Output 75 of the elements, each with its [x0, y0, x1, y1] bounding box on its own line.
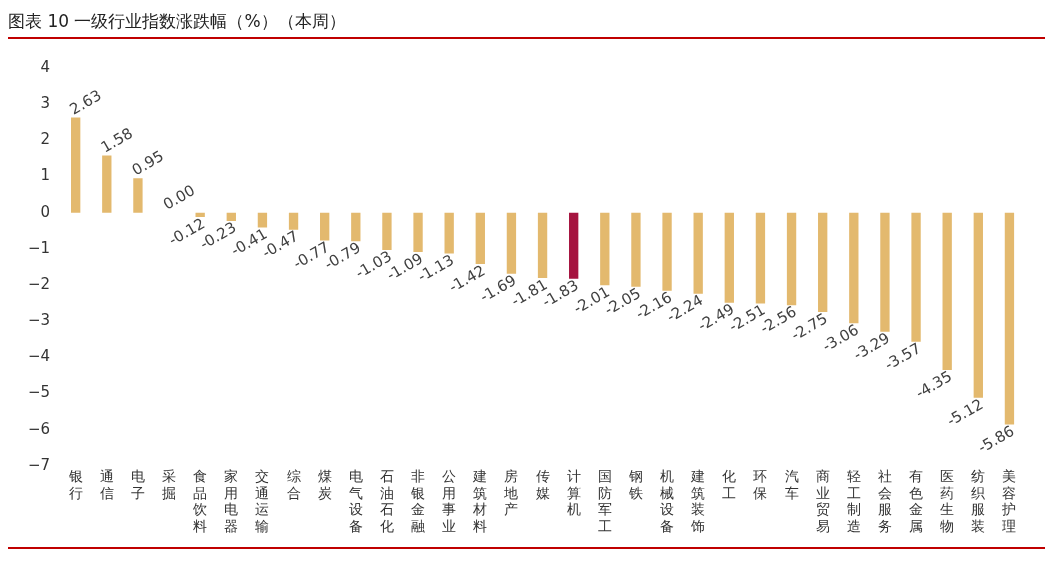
x-tick-label: 建筑装饰 — [690, 467, 706, 535]
x-tick-label: 食品饮料 — [192, 467, 208, 535]
x-tick-label: 纺织服装 — [971, 467, 986, 535]
y-tick-label: 2 — [40, 130, 51, 149]
bar — [537, 212, 548, 279]
bar — [818, 212, 828, 313]
bar — [786, 212, 797, 306]
bar — [226, 212, 236, 221]
bar — [724, 212, 734, 303]
x-tick-label: 轻工制造 — [846, 467, 861, 535]
bar — [911, 212, 921, 342]
bar — [288, 212, 299, 230]
bar — [849, 212, 859, 324]
x-tick-label: 国防军工 — [597, 467, 612, 535]
bar — [631, 212, 641, 287]
x-tick-label: 商业贸易 — [815, 467, 830, 535]
chart-title: 图表 10 一级行业指数涨跌幅（%）（本周） — [8, 10, 347, 33]
bar — [133, 178, 143, 213]
x-tick-label: 钢铁 — [627, 467, 643, 501]
bar — [506, 212, 517, 274]
x-tick-label: 采掘 — [162, 467, 177, 501]
y-tick-label: 3 — [40, 94, 51, 113]
x-tick-label: 交通运输 — [255, 467, 270, 535]
bar — [1004, 212, 1015, 425]
y-tick-label: −2 — [27, 274, 51, 293]
bar — [382, 212, 392, 250]
x-tick-label: 银行 — [67, 467, 83, 501]
y-tick-label: −1 — [27, 238, 51, 257]
x-tick-label: 非银金融 — [410, 467, 426, 535]
x-tick-label: 计算机 — [566, 467, 581, 518]
bar — [600, 212, 610, 286]
x-tick-label: 公用事业 — [442, 467, 457, 535]
bar — [102, 155, 112, 213]
bar — [413, 212, 423, 253]
y-tick-label: −7 — [27, 455, 51, 474]
x-tick-label: 电子 — [130, 467, 145, 501]
data-label: 0.00 — [160, 181, 198, 214]
bar — [662, 212, 672, 291]
x-tick-label: 社会服务 — [877, 467, 892, 535]
x-tick-label: 房地产 — [503, 467, 519, 518]
y-tick-label: −4 — [27, 347, 51, 366]
y-tick-label: 1 — [40, 166, 51, 185]
x-tick-label: 环保 — [753, 467, 768, 501]
y-tick-label: −5 — [27, 383, 51, 402]
bar — [880, 212, 890, 332]
bar — [351, 212, 361, 242]
x-tick-label: 化工 — [722, 467, 737, 501]
x-tick-label: 石油石化 — [379, 467, 394, 535]
y-tick-label: −3 — [27, 311, 51, 330]
bar — [257, 212, 268, 228]
x-tick-label: 美容护理 — [1001, 467, 1017, 535]
x-tick-label: 医药生物 — [940, 467, 955, 535]
y-tick-label: 0 — [40, 202, 51, 221]
x-tick-label: 建筑材料 — [472, 467, 488, 535]
x-tick-label: 通信 — [99, 467, 114, 501]
x-tick-label: 电气设备 — [348, 467, 363, 535]
bar — [444, 212, 454, 254]
bar — [755, 212, 766, 304]
bar — [973, 212, 983, 398]
y-tick-label: 4 — [40, 57, 51, 76]
x-tick-label: 煤炭 — [317, 467, 332, 501]
bar — [320, 212, 330, 241]
bar — [475, 212, 485, 265]
x-tick-label: 综合 — [286, 467, 301, 501]
x-tick-label: 汽车 — [784, 467, 799, 501]
bar — [693, 212, 703, 294]
x-tick-label: 机械设备 — [660, 467, 675, 535]
x-tick-label: 家用电器 — [224, 467, 239, 535]
x-tick-label: 有色金属 — [909, 467, 924, 535]
bar — [569, 212, 579, 279]
data-label: 2.63 — [66, 86, 105, 119]
bar — [942, 212, 952, 370]
bar — [71, 117, 81, 213]
x-tick-label: 传媒 — [535, 467, 550, 501]
y-tick-label: −6 — [27, 419, 51, 438]
